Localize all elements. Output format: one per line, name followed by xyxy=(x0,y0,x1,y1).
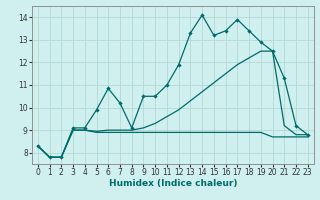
X-axis label: Humidex (Indice chaleur): Humidex (Indice chaleur) xyxy=(108,179,237,188)
